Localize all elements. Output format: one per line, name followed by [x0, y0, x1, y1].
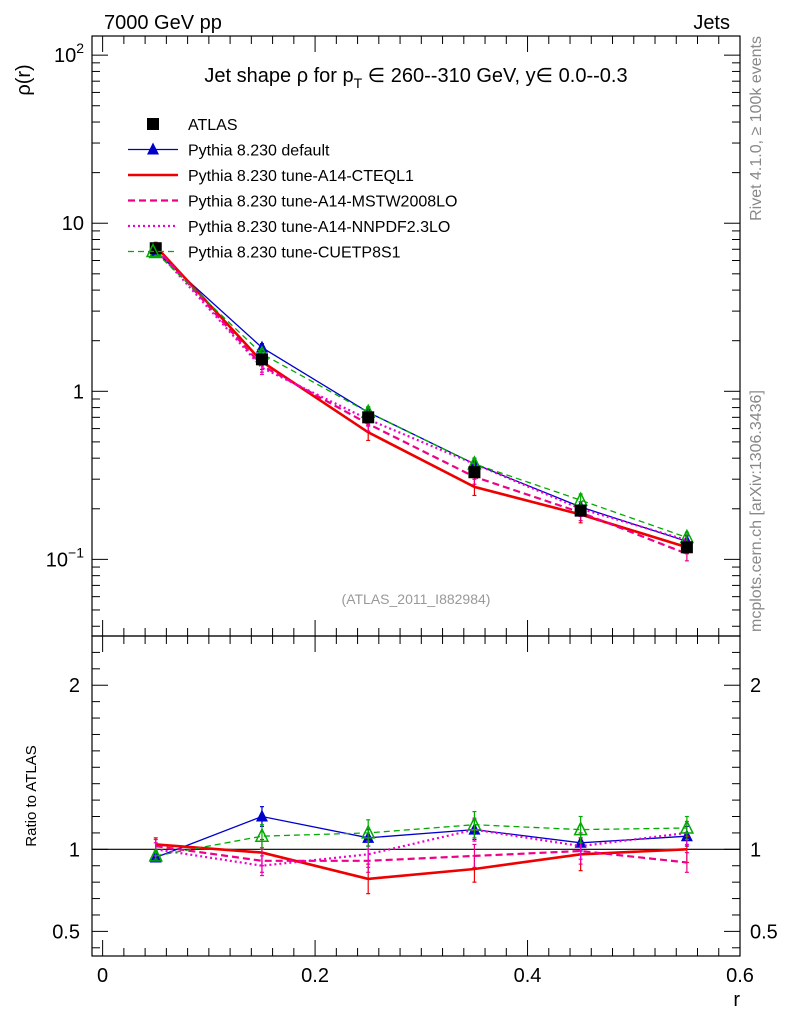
ratio-series-line — [155, 824, 687, 857]
legend-label: ATLAS — [188, 117, 238, 134]
legend-label: Pythia 8.230 tune-A14-NNPDF2.3LO — [188, 219, 450, 236]
legend-label: Pythia 8.230 default — [188, 143, 330, 160]
ratio-y-tick-label: 2 — [69, 675, 80, 697]
y-tick-label: 102 — [54, 40, 84, 67]
y-tick-label-exponent: 2 — [76, 40, 84, 56]
header-right-label: Jets — [693, 12, 730, 34]
data-point-marker — [145, 242, 161, 258]
x-tick-label: 0.2 — [301, 965, 329, 987]
series-line — [154, 246, 688, 555]
ratio-y-tick-label: 0.5 — [52, 921, 80, 943]
data-point-marker — [148, 847, 163, 862]
analysis-watermark: (ATLAS_2011_I882984) — [342, 591, 491, 607]
legend-label: Pythia 8.230 tune-CUETP8S1 — [188, 245, 401, 262]
ratio-panel-frame — [91, 635, 741, 957]
y-tick-label: 10−1 — [46, 544, 84, 571]
data-point-marker — [574, 504, 587, 517]
legend-label: Pythia 8.230 tune-A14-CTEQL1 — [188, 168, 414, 185]
legend-label: Pythia 8.230 tune-A14-MSTW2008LO — [188, 194, 457, 211]
ratio-y-axis-label: Ratio to ATLAS — [23, 745, 40, 846]
data-point-marker — [573, 820, 588, 836]
ratio-y-tick-label-right: 2 — [750, 675, 761, 697]
x-axis-label: r — [733, 989, 740, 1011]
rivet-version-label: Rivet 4.1.0, ≥ 100k events — [748, 36, 765, 221]
data-point-marker — [255, 353, 268, 366]
series-line — [155, 250, 688, 543]
data-point-marker — [255, 809, 268, 822]
y-tick-label-base: 1 — [73, 381, 84, 403]
ratio-series-line — [155, 815, 687, 859]
main-y-axis-label: ρ(r) — [13, 64, 35, 95]
ratio-y-tick-label-right: 0.5 — [750, 921, 778, 943]
chart-title-pre: Jet shape ρ for p — [204, 65, 353, 87]
y-tick-label: 1 — [73, 381, 84, 403]
x-tick-label: 0.4 — [514, 965, 542, 987]
ratio-ticks: 0.5 0.5 1 1 2 2 0 0.2 0.4 0.6 — [52, 636, 778, 987]
series-line — [154, 245, 688, 549]
data-point-marker — [679, 819, 695, 834]
ratio-series — [148, 806, 695, 895]
ratio-y-tick-label: 1 — [69, 839, 80, 861]
ratio-series-line — [155, 845, 688, 864]
header-left-label: 7000 GeV pp — [104, 12, 222, 34]
chart-title-post: ∈ 260--310 GeV, y∈ 0.0--0.3 — [362, 65, 627, 87]
series-line — [155, 252, 688, 539]
data-point-marker — [254, 827, 270, 842]
mcplots-reference-label: mcplots.cern.ch [arXiv:1306.3436] — [748, 390, 765, 632]
ratio-series-line — [155, 828, 688, 867]
ratio-y-tick-label-right: 1 — [750, 839, 761, 861]
y-tick-label-base: 10 — [46, 549, 68, 571]
series-line — [154, 248, 688, 542]
legend: ATLAS Pythia 8.230 default Pythia 8.230 tu… — [128, 117, 457, 262]
data-point-marker — [468, 466, 481, 479]
chart-title: Jet shape ρ for pT ∈ 260--310 GeV, y∈ 0.… — [204, 65, 627, 91]
chart-title-sub: T — [354, 75, 363, 91]
x-tick-label: 0.6 — [726, 965, 754, 987]
main-series — [148, 241, 695, 562]
y-tick-label-base: 10 — [54, 45, 76, 67]
x-tick-label: 0 — [97, 965, 108, 987]
data-point-marker — [680, 541, 693, 554]
data-point-marker — [147, 142, 159, 155]
y-tick-label-exponent: −1 — [68, 544, 84, 560]
data-point-marker — [360, 824, 376, 839]
data-point-marker — [147, 118, 159, 130]
y-tick-label: 10 — [62, 213, 84, 235]
data-point-marker — [362, 411, 375, 424]
y-tick-label-base: 10 — [62, 213, 84, 235]
data-point-marker — [467, 816, 482, 831]
